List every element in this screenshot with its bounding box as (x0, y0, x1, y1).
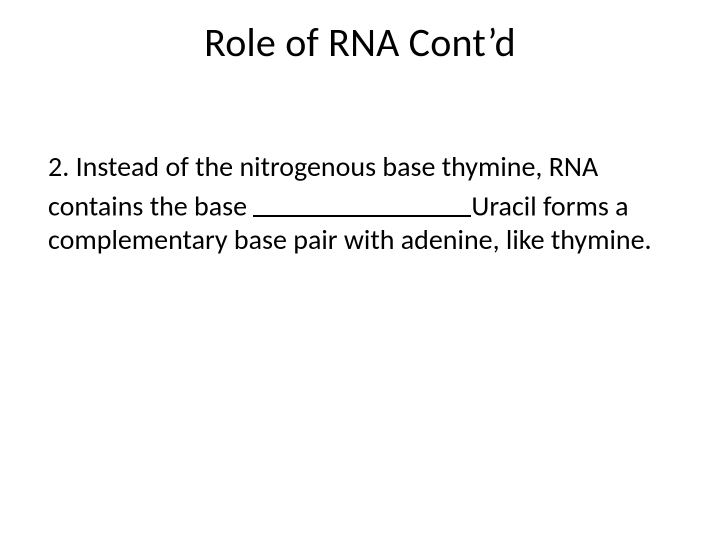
slide-title: Role of RNA Cont’d (0, 18, 720, 67)
slide: Role of RNA Cont’d 2. Instead of the nit… (0, 0, 720, 540)
fill-in-blank-underline (253, 186, 471, 217)
slide-body: 2. Instead of the nitrogenous base thymi… (48, 150, 672, 256)
